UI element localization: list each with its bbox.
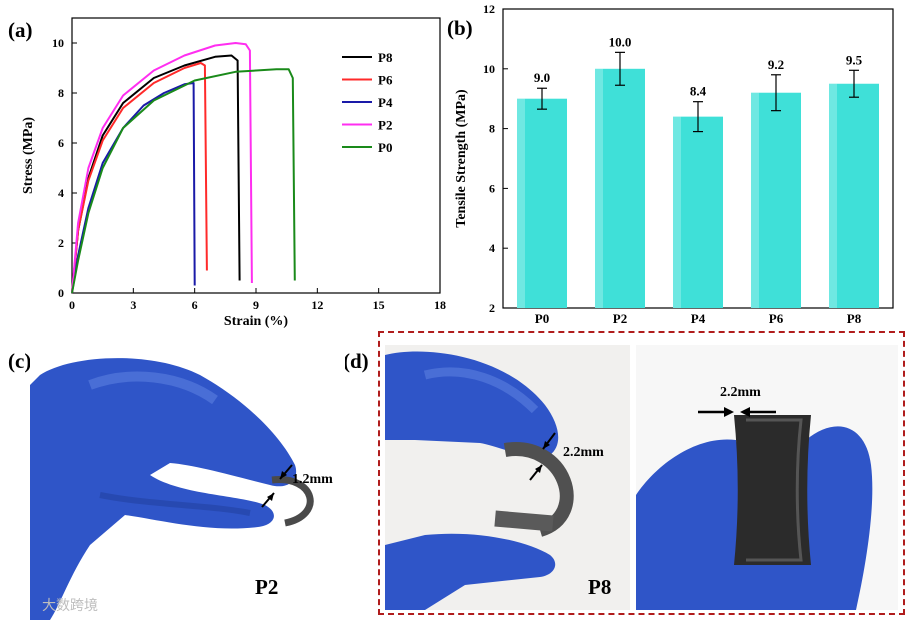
legend-label-p4: P4 xyxy=(378,95,393,110)
panel-d-dashed-border xyxy=(378,331,905,615)
bar-p0 xyxy=(517,98,567,308)
bar-value-label: 9.5 xyxy=(846,52,863,67)
bar-highlight xyxy=(517,98,525,308)
y-axis-title: Tensile Strength (MPa) xyxy=(454,89,469,228)
photo-d-thickness-label-left: 2.2mm xyxy=(563,445,604,460)
photo-c-thickness-label: 1.2mm xyxy=(292,472,333,487)
photo-d-sample-label: P8 xyxy=(588,575,612,599)
x-tick-label: 0 xyxy=(69,298,75,312)
y-tick-label: 2 xyxy=(489,301,495,315)
panel-c-label: (c) xyxy=(8,349,32,373)
bar-highlight xyxy=(595,68,603,308)
stress-strain-series xyxy=(71,42,296,294)
photo-d-p8-stretch: 2.2mm xyxy=(636,345,898,610)
x-tick-label: 18 xyxy=(434,298,446,312)
tensile-strength-bars: 9.0 10.0 8.4 9.2 9.5 xyxy=(517,34,879,308)
y-tick-label: 4 xyxy=(489,241,495,255)
y-tick-label: 0 xyxy=(58,286,64,300)
x-tick-label: P6 xyxy=(769,311,784,326)
bar-value-label: 8.4 xyxy=(690,84,707,99)
photo-c-sample-label: P2 xyxy=(255,575,279,599)
panel-d-label: (d) xyxy=(343,349,369,373)
glove-hand-illustration-d2 xyxy=(636,407,873,610)
tensile-strength-axes: 2 4 6 8 10 12 Tensile Strength (MPa) P0 P2 P4 P6 P8 xyxy=(454,2,894,326)
bar-p6 xyxy=(751,92,801,308)
tensile-strength-chart: 2 4 6 8 10 12 Tensile Strength (MPa) P0 P2 P4 P6 P8… xyxy=(454,2,894,326)
stress-strain-legend: P8 P6 P4 P2 P0 xyxy=(342,50,393,155)
bar-highlight xyxy=(751,92,759,308)
photo-d-p8-bend: 2.2mm P8 xyxy=(385,345,630,610)
watermark: 大数跨境 xyxy=(42,598,98,614)
legend-label-p0: P0 xyxy=(378,140,392,155)
bar-value-label: 10.0 xyxy=(609,34,632,49)
legend-label-p6: P6 xyxy=(378,73,393,88)
x-tick-label: 6 xyxy=(192,298,198,312)
photo-d-thickness-label-right: 2.2mm xyxy=(720,385,761,400)
photo-c-p2-bend: 1.2mm P2 xyxy=(30,345,345,620)
x-tick-label: P2 xyxy=(613,311,627,326)
x-tick-label: 12 xyxy=(311,298,323,312)
y-tick-label: 6 xyxy=(58,136,64,150)
glove-hand-illustration xyxy=(30,358,314,620)
x-tick-label: P0 xyxy=(535,311,549,326)
bar-value-label: 9.2 xyxy=(768,57,784,72)
series-line-p2 xyxy=(71,42,253,294)
x-tick-label: P8 xyxy=(847,311,862,326)
y-tick-label: 4 xyxy=(58,186,64,200)
y-tick-label: 2 xyxy=(58,236,64,250)
y-tick-label: 6 xyxy=(489,181,495,195)
x-tick-label: 15 xyxy=(373,298,385,312)
bar-highlight xyxy=(673,116,681,308)
x-tick-label: 9 xyxy=(253,298,259,312)
x-axis-title: Strain (%) xyxy=(224,314,289,329)
x-tick-label: P4 xyxy=(691,311,706,326)
bar-p4 xyxy=(673,116,723,308)
panel-a-label: (a) xyxy=(8,18,33,42)
y-tick-label: 10 xyxy=(52,36,64,50)
y-tick-label: 10 xyxy=(483,62,495,76)
panel-b-label: (b) xyxy=(447,16,473,40)
series-line-p0 xyxy=(71,68,296,294)
bar-p2 xyxy=(595,68,645,308)
y-tick-label: 8 xyxy=(58,86,64,100)
legend-label-p8: P8 xyxy=(378,50,393,65)
y-axis-title: Stress (MPa) xyxy=(21,117,36,194)
series-line-p6 xyxy=(71,62,208,294)
bar-value-label: 9.0 xyxy=(534,70,550,85)
glove-hand-illustration-d xyxy=(385,351,574,610)
legend-label-p2: P2 xyxy=(378,118,392,133)
y-tick-label: 8 xyxy=(489,122,495,136)
bar-p8 xyxy=(829,83,879,308)
y-tick-label: 12 xyxy=(483,2,495,16)
x-tick-label: 3 xyxy=(130,298,136,312)
bar-highlight xyxy=(829,83,837,308)
